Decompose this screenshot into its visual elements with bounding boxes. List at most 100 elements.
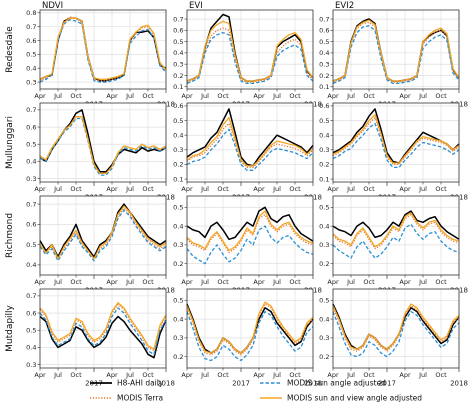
x-month-tick-label: Oct xyxy=(142,278,154,286)
y-tick-label: 0.1 xyxy=(173,83,183,91)
series-line xyxy=(332,212,460,248)
y-tick-label: 0.2 xyxy=(319,161,329,169)
y-tick-label: 0.3 xyxy=(173,334,183,342)
y-tick-label: 0.4 xyxy=(173,131,183,139)
panel-frame xyxy=(186,195,314,276)
x-month-tick-label: Apr xyxy=(253,278,265,286)
x-month-tick-label: Jul xyxy=(200,371,209,379)
x-month-tick-label: Apr xyxy=(399,92,411,100)
y-tick-label: 0.7 xyxy=(26,23,36,31)
x-month-tick-label: Oct xyxy=(289,371,301,379)
x-month-tick-label: Oct xyxy=(435,185,447,193)
y-tick-label: 0.6 xyxy=(319,27,329,35)
series-line xyxy=(39,205,167,260)
x-month-tick-label: Oct xyxy=(70,278,82,286)
x-month-tick-label: Apr xyxy=(106,92,118,100)
panel-background xyxy=(333,196,459,275)
series-line xyxy=(332,305,460,352)
x-month-tick-label: Jul xyxy=(346,371,355,379)
panel-background xyxy=(187,289,313,368)
panel-frame xyxy=(39,288,167,369)
series-line xyxy=(186,128,314,171)
y-tick-label: 0.5 xyxy=(173,297,183,305)
x-month-tick-label: Oct xyxy=(70,92,82,100)
panel-background xyxy=(333,103,459,182)
x-month-tick-label: Oct xyxy=(289,185,301,193)
x-month-tick-label: Apr xyxy=(327,92,339,100)
x-year-tick-label: 2017 xyxy=(378,380,396,388)
x-month-tick-label: Apr xyxy=(399,278,411,286)
y-tick-label: 0.4 xyxy=(26,261,36,269)
y-tick-label: 0.3 xyxy=(319,334,329,342)
x-month-tick-label: Oct xyxy=(435,371,447,379)
x-month-tick-label: Jul xyxy=(272,278,281,286)
panel-redesdale-evi2: 0.10.20.30.40.50.60.7AprJulOctAprJulOct2… xyxy=(319,9,468,109)
series-line xyxy=(186,31,314,85)
x-month-tick-label: Oct xyxy=(217,92,229,100)
panel-frame xyxy=(39,9,167,90)
panel-frame xyxy=(39,195,167,276)
y-tick-label: 0.5 xyxy=(26,241,36,249)
series-line xyxy=(186,116,314,167)
legend: H8-AHI daily MODIS sun angle adjusted MODI… xyxy=(90,379,422,403)
y-tick-label: 0.6 xyxy=(319,102,329,110)
panel-background xyxy=(40,10,166,89)
y-tick-label: 0.5 xyxy=(319,204,329,212)
x-month-tick-label: Oct xyxy=(70,185,82,193)
x-month-tick-label: Apr xyxy=(34,371,46,379)
column-title-ndvi: NDVI xyxy=(42,1,63,11)
series-line xyxy=(186,108,314,167)
x-month-tick-label: Jul xyxy=(272,371,281,379)
panel-mullunggari-evi2: 0.10.20.30.40.50.6AprJulOctAprJulOct2017… xyxy=(319,102,468,201)
x-month-tick-label: Jul xyxy=(200,185,209,193)
column-title-evi2: EVI2 xyxy=(335,1,354,11)
y-tick-label: 0.1 xyxy=(319,175,329,183)
x-month-tick-label: Apr xyxy=(34,185,46,193)
y-tick-label: 0.1 xyxy=(173,175,183,183)
x-month-tick-label: Apr xyxy=(34,92,46,100)
y-tick-label: 0.5 xyxy=(319,117,329,125)
series-line xyxy=(39,17,167,80)
panel-background xyxy=(40,103,166,182)
x-month-tick-label: Oct xyxy=(142,371,154,379)
x-month-tick-label: Jul xyxy=(418,92,427,100)
y-tick-label: 0.3 xyxy=(26,361,36,369)
x-month-tick-label: Jul xyxy=(53,185,62,193)
row-label-mutdapilly: Mutdapilly xyxy=(5,304,15,351)
series-line xyxy=(186,122,314,169)
x-month-tick-label: Apr xyxy=(253,185,265,193)
x-month-tick-label: Apr xyxy=(106,278,118,286)
y-tick-label: 0.3 xyxy=(26,78,36,86)
y-tick-label: 0.5 xyxy=(173,117,183,125)
x-month-tick-label: Apr xyxy=(106,371,118,379)
panel-background xyxy=(187,10,313,89)
x-month-tick-label: Jul xyxy=(125,185,134,193)
x-month-tick-label: Oct xyxy=(217,185,229,193)
y-tick-label: 0.3 xyxy=(319,60,329,68)
x-month-tick-label: Apr xyxy=(181,92,193,100)
series-line xyxy=(332,25,460,85)
x-month-tick-label: Oct xyxy=(435,92,447,100)
y-tick-label: 0.3 xyxy=(319,241,329,249)
series-line xyxy=(39,303,167,352)
series-line xyxy=(39,116,167,175)
x-month-tick-label: Oct xyxy=(435,278,447,286)
legend-label: MODIS sun and view angle adjusted xyxy=(287,394,422,403)
series-line xyxy=(332,108,460,164)
panel-background xyxy=(333,289,459,368)
x-month-tick-label: Apr xyxy=(181,371,193,379)
y-tick-label: 0.2 xyxy=(173,161,183,169)
y-tick-label: 0.6 xyxy=(26,37,36,45)
y-tick-label: 0.4 xyxy=(26,158,36,166)
y-tick-label: 0.7 xyxy=(319,15,329,23)
y-tick-label: 0.3 xyxy=(173,60,183,68)
panel-background xyxy=(187,196,313,275)
y-tick-label: 0.4 xyxy=(319,49,329,57)
y-tick-label: 0.5 xyxy=(173,38,183,46)
x-month-tick-label: Jul xyxy=(125,278,134,286)
series-line xyxy=(186,27,314,83)
x-month-tick-label: Oct xyxy=(217,371,229,379)
